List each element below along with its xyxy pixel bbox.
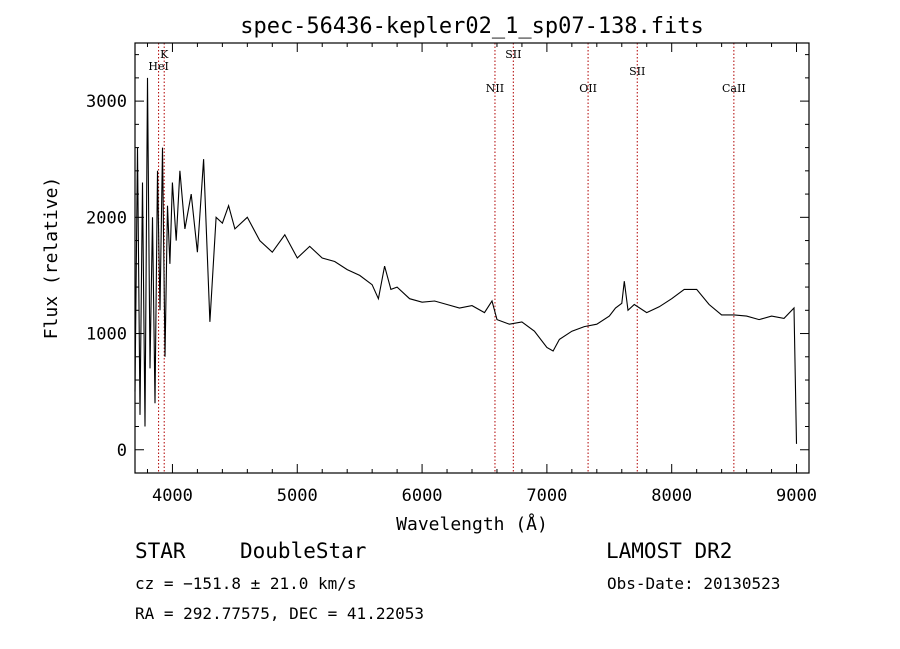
plot-frame bbox=[134, 42, 810, 474]
spectrum-series-line bbox=[134, 77, 798, 444]
line-marker-label: CaII bbox=[722, 82, 746, 95]
y-axis-label: Flux (relative) bbox=[41, 177, 62, 340]
line-marker-label: SII bbox=[505, 48, 521, 61]
line-marker-label: SII bbox=[629, 65, 645, 78]
y-tick-label: 3000 bbox=[86, 92, 127, 112]
chart-title: spec-56436-kepler02_1_sp07-138.fits bbox=[240, 14, 704, 39]
object-subclass: DoubleStar bbox=[240, 539, 367, 563]
x-tick-label: 8000 bbox=[651, 486, 692, 506]
redshift-readout: cz = −151.8 ± 21.0 km/s bbox=[135, 574, 357, 593]
y-tick-label: 2000 bbox=[86, 208, 127, 228]
line-marker-label: NII bbox=[486, 82, 504, 95]
line-marker-label: OII bbox=[579, 82, 597, 95]
survey-name: LAMOST DR2 bbox=[606, 539, 733, 563]
x-tick-label: 5000 bbox=[277, 486, 318, 506]
object-class: STAR bbox=[135, 539, 186, 563]
x-tick-label: 4000 bbox=[152, 486, 193, 506]
coordinates-readout: RA = 292.77575, DEC = 41.22053 bbox=[135, 604, 424, 623]
x-tick-label: 6000 bbox=[402, 486, 443, 506]
x-axis-label: Wavelength (Å) bbox=[396, 513, 548, 535]
x-tick-label: 7000 bbox=[526, 486, 567, 506]
line-marker-label: K bbox=[160, 48, 169, 61]
line-marker-label: HeI bbox=[148, 60, 168, 73]
y-tick-label: 1000 bbox=[86, 325, 127, 345]
y-tick-label: 0 bbox=[117, 441, 127, 461]
observation-date: Obs-Date: 20130523 bbox=[607, 574, 781, 593]
x-tick-label: 9000 bbox=[776, 486, 817, 506]
